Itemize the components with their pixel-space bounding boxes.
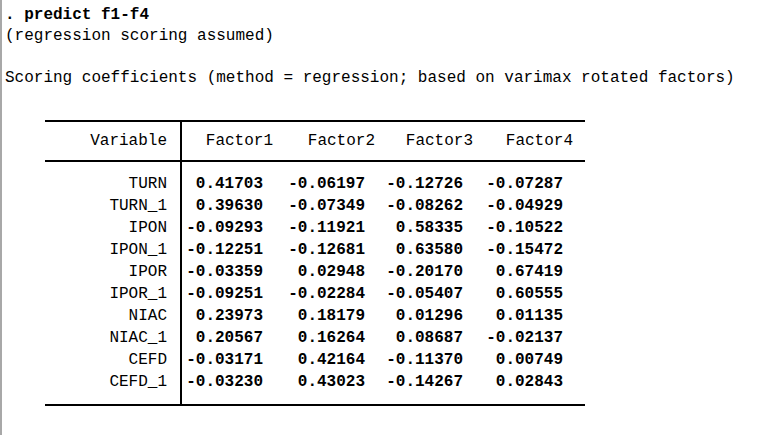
coef-value: -0.15472 <box>463 240 563 261</box>
row-variable-label: CEFD <box>45 350 167 371</box>
coef-value: -0.03230 <box>163 372 263 393</box>
coef-value: 0.20567 <box>163 328 263 349</box>
coef-value: -0.05407 <box>363 284 463 305</box>
coef-value: -0.11370 <box>363 350 463 371</box>
header-factor1: Factor1 <box>173 131 273 152</box>
table-row: CEFD-0.031710.42164-0.113700.00749 <box>0 350 759 372</box>
scoring-assumed-note: (regression scoring assumed) <box>5 26 274 47</box>
coef-value: 0.58335 <box>363 218 463 239</box>
table-row: NIAC0.239730.181790.012960.01135 <box>0 306 759 328</box>
row-variable-label: IPON_1 <box>45 240 167 261</box>
coef-value: -0.07349 <box>265 196 365 217</box>
command-line: . predict f1-f4 <box>5 5 149 26</box>
coef-value: 0.23973 <box>163 306 263 327</box>
row-variable-label: IPOR <box>45 262 167 283</box>
header-factor3: Factor3 <box>373 131 473 152</box>
coef-value: -0.04929 <box>463 196 563 217</box>
table-row: IPON_1-0.12251-0.126810.63580-0.15472 <box>0 240 759 262</box>
coef-value: -0.02284 <box>265 284 365 305</box>
table-row: IPOR-0.033590.02948-0.201700.67419 <box>0 262 759 284</box>
row-variable-label: NIAC_1 <box>45 328 167 349</box>
row-variable-label: CEFD_1 <box>45 372 167 393</box>
coef-value: 0.43023 <box>265 372 365 393</box>
coef-value: -0.09251 <box>163 284 263 305</box>
row-variable-label: IPOR_1 <box>45 284 167 305</box>
table-row: NIAC_10.205670.162640.08687-0.02137 <box>0 328 759 350</box>
coef-value: -0.02137 <box>463 328 563 349</box>
coef-value: -0.11921 <box>265 218 365 239</box>
coef-value: 0.01135 <box>463 306 563 327</box>
coef-value: 0.16264 <box>265 328 365 349</box>
coef-value: 0.42164 <box>265 350 365 371</box>
table-row: TURN_10.39630-0.07349-0.08262-0.04929 <box>0 196 759 218</box>
table-row: IPOR_1-0.09251-0.02284-0.054070.60555 <box>0 284 759 306</box>
row-variable-label: NIAC <box>45 306 167 327</box>
coef-value: -0.03359 <box>163 262 263 283</box>
coef-value: 0.18179 <box>265 306 365 327</box>
table-top-rule <box>45 120 585 122</box>
coef-value: 0.60555 <box>463 284 563 305</box>
coef-value: 0.02843 <box>463 372 563 393</box>
coef-value: -0.12681 <box>265 240 365 261</box>
header-factor2: Factor2 <box>275 131 375 152</box>
table-row: CEFD_1-0.032300.43023-0.142670.02843 <box>0 372 759 394</box>
coef-value: -0.09293 <box>163 218 263 239</box>
coef-value: -0.10522 <box>463 218 563 239</box>
coef-value: 0.63580 <box>363 240 463 261</box>
coef-value: -0.07287 <box>463 174 563 195</box>
table-bottom-rule <box>45 404 585 406</box>
table-header-rule <box>45 160 585 162</box>
coef-value: 0.39630 <box>163 196 263 217</box>
table-header: Variable Factor1 Factor2 Factor3 Factor4 <box>0 131 759 153</box>
coef-value: -0.06197 <box>265 174 365 195</box>
coef-value: -0.03171 <box>163 350 263 371</box>
row-variable-label: IPON <box>45 218 167 239</box>
coef-value: 0.02948 <box>265 262 365 283</box>
header-factor4: Factor4 <box>473 131 573 152</box>
coef-value: -0.08262 <box>363 196 463 217</box>
header-variable: Variable <box>45 131 167 152</box>
row-variable-label: TURN <box>45 174 167 195</box>
table-title: Scoring coefficients (method = regressio… <box>5 68 735 89</box>
stata-results-window: . predict f1-f4 (regression scoring assu… <box>0 0 759 435</box>
coef-value: 0.41703 <box>163 174 263 195</box>
table-body: TURN0.41703-0.06197-0.12726-0.07287TURN_… <box>0 174 759 394</box>
coef-value: 0.01296 <box>363 306 463 327</box>
coef-value: -0.20170 <box>363 262 463 283</box>
table-row: TURN0.41703-0.06197-0.12726-0.07287 <box>0 174 759 196</box>
coef-value: -0.12251 <box>163 240 263 261</box>
row-variable-label: TURN_1 <box>45 196 167 217</box>
coef-value: -0.12726 <box>363 174 463 195</box>
coef-value: -0.14267 <box>363 372 463 393</box>
coef-value: 0.08687 <box>363 328 463 349</box>
table-row: IPON-0.09293-0.119210.58335-0.10522 <box>0 218 759 240</box>
coef-value: 0.67419 <box>463 262 563 283</box>
coef-value: 0.00749 <box>463 350 563 371</box>
